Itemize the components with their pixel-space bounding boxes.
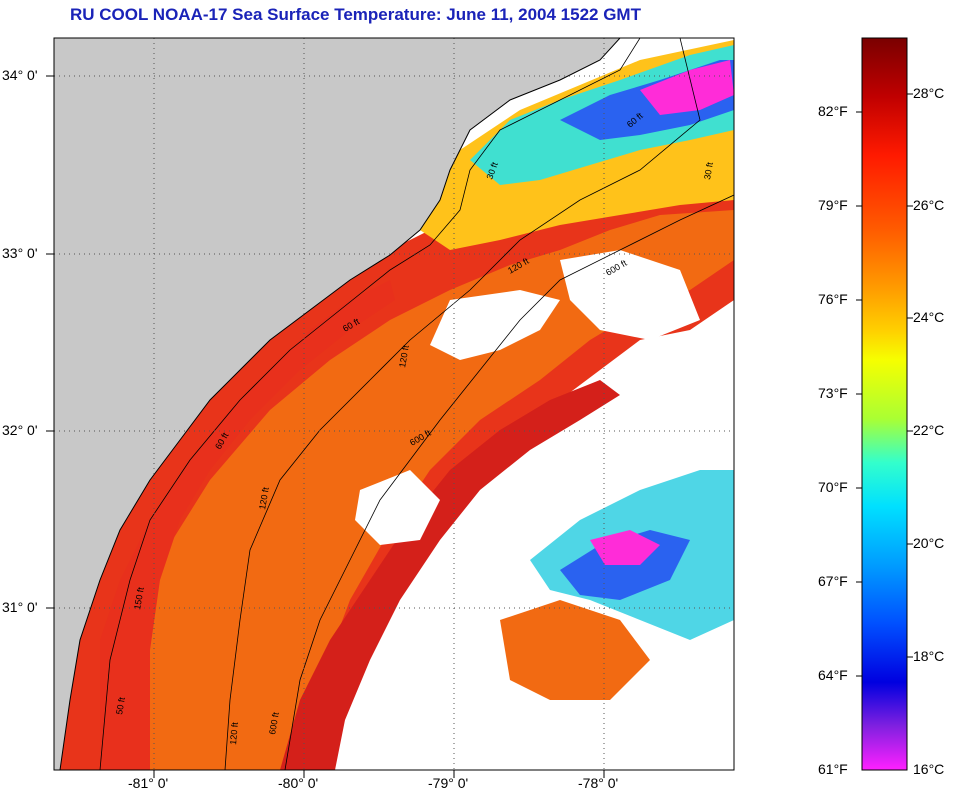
contour-label: 120 ft bbox=[397, 344, 411, 368]
cloud-patch-south bbox=[410, 600, 500, 740]
cb-f-73: 73°F bbox=[818, 385, 848, 401]
lon-label-81: -81° 0' bbox=[128, 775, 169, 791]
contour-label: 600 ft bbox=[267, 711, 281, 735]
lon-label-79: -79° 0' bbox=[428, 775, 469, 791]
lat-label-31: 31° 0' bbox=[2, 599, 38, 615]
cb-c-28: 28°C bbox=[913, 85, 945, 101]
graticule bbox=[54, 38, 734, 770]
contour-label: 120 ft bbox=[257, 486, 271, 510]
cb-f-61: 61°F bbox=[818, 761, 848, 777]
lat-label-32: 32° 0' bbox=[2, 422, 38, 438]
cb-c-18: 18°C bbox=[913, 648, 945, 664]
colorbar-ticks bbox=[856, 93, 913, 677]
cb-c-16: 16°C bbox=[913, 761, 945, 777]
lon-ticks bbox=[153, 770, 605, 778]
contour-label: 60 ft bbox=[341, 316, 362, 334]
contour-label: 60 ft bbox=[625, 110, 645, 129]
coastline bbox=[59, 38, 621, 770]
contour-label: 150 ft bbox=[132, 586, 146, 610]
cloud-patch-center bbox=[430, 290, 560, 360]
land-coastline bbox=[54, 38, 620, 770]
cb-f-64: 64°F bbox=[818, 667, 848, 683]
contour-label: 600 ft bbox=[408, 428, 433, 448]
map-title: RU COOL NOAA-17 Sea Surface Temperature:… bbox=[70, 5, 641, 24]
contour-label: 60 ft bbox=[213, 430, 231, 451]
contour-label: 120 ft bbox=[228, 721, 240, 745]
magenta-patch-southeast bbox=[590, 530, 660, 565]
cb-c-20: 20°C bbox=[913, 535, 945, 551]
cb-f-79: 79°F bbox=[818, 197, 848, 213]
cloud-patch-east bbox=[560, 250, 700, 340]
cloud-patch-mid bbox=[355, 470, 440, 545]
nearshore-red-band bbox=[100, 280, 395, 770]
contour-label: 600 ft bbox=[604, 258, 629, 278]
cb-f-76: 76°F bbox=[818, 291, 848, 307]
lon-label-78: -78° 0' bbox=[578, 775, 619, 791]
map-border bbox=[53, 37, 735, 771]
contour-mid bbox=[224, 38, 701, 770]
contour-shallow bbox=[99, 38, 641, 770]
cb-f-67: 67°F bbox=[818, 573, 848, 589]
cb-c-22: 22°C bbox=[913, 422, 945, 438]
contour-label: 120 ft bbox=[506, 256, 531, 276]
contour-label: 30 ft bbox=[702, 161, 715, 180]
cb-c-26: 26°C bbox=[913, 197, 945, 213]
lat-label-34: 34° 0' bbox=[2, 67, 38, 83]
contour-label: 30 ft bbox=[484, 160, 500, 180]
orange-water-region bbox=[120, 210, 734, 770]
cb-c-24: 24°C bbox=[913, 309, 945, 325]
lat-ticks bbox=[46, 75, 54, 609]
colorbar bbox=[861, 37, 908, 771]
dark-red-filament bbox=[280, 380, 620, 770]
cb-f-82: 82°F bbox=[818, 103, 848, 119]
magenta-water-region bbox=[640, 60, 734, 115]
orange-patch-southeast bbox=[500, 600, 650, 700]
cb-f-70: 70°F bbox=[818, 479, 848, 495]
contour-deep bbox=[284, 194, 734, 770]
contour-label: 50 ft bbox=[114, 696, 127, 715]
lat-label-33: 33° 0' bbox=[2, 245, 38, 261]
lon-label-80: -80° 0' bbox=[278, 775, 319, 791]
